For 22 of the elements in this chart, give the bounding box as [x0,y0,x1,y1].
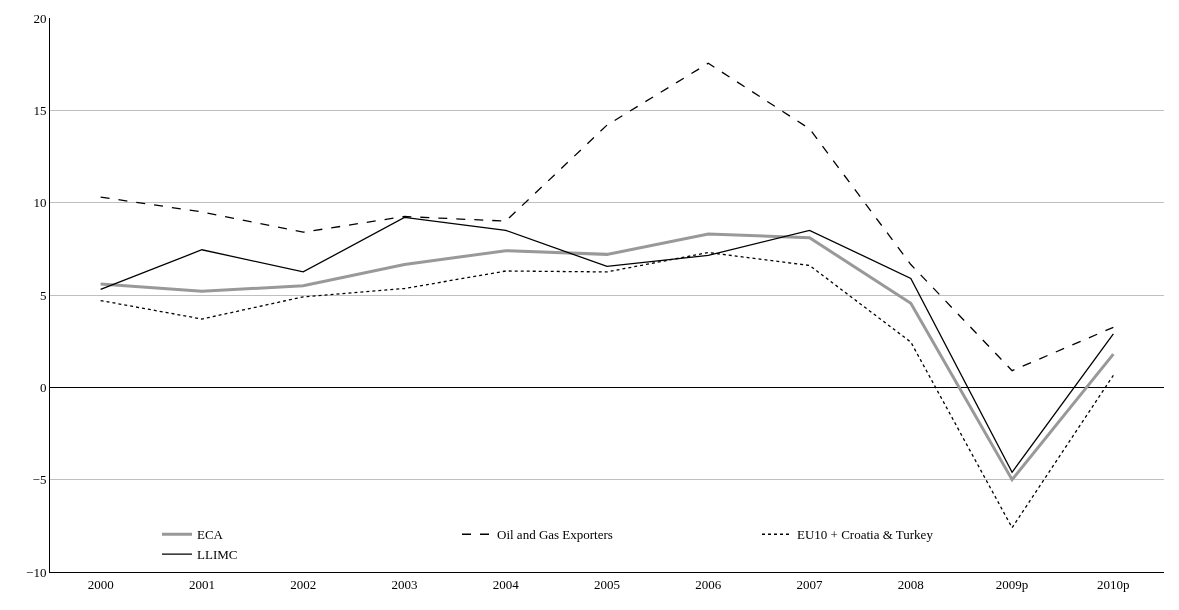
x-tick-label: 2003 [391,576,418,592]
x-tick-label: 2005 [594,576,620,592]
y-tick-label: 20 [33,10,47,26]
y-tick-label: 15 [33,102,47,118]
x-tick-label: 2007 [796,576,824,592]
legend-label: EU10 + Croatia & Turkey [797,527,934,543]
legend-label: ECA [197,527,224,543]
x-tick-label: 2008 [897,576,924,592]
y-tick-label: −5 [32,472,47,488]
x-tick-label: 2006 [695,576,722,592]
y-tick-label: 0 [39,379,47,395]
x-tick-label: 2009p [995,576,1029,592]
legend-label: LLIMC [197,547,238,563]
x-tick-label: 2002 [290,576,317,592]
legend-label: Oil and Gas Exporters [497,527,613,543]
x-tick-label: 2000 [87,576,114,592]
x-tick-label: 2004 [492,576,520,592]
y-tick-label: 5 [39,287,47,303]
y-tick-label: −10 [26,564,47,580]
y-tick-label: 10 [33,195,47,211]
x-tick-label: 2010p [1097,576,1130,592]
x-tick-label: 2001 [188,576,215,592]
